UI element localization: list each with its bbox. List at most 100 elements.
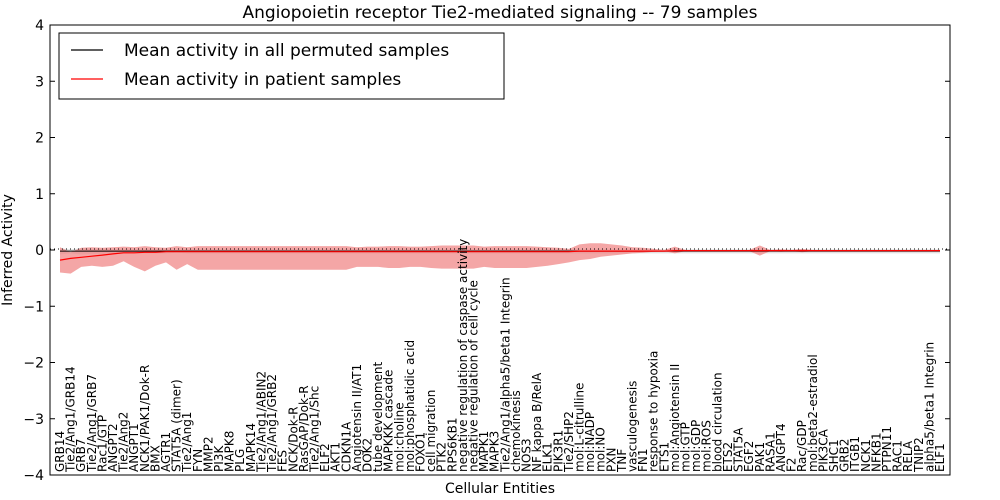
x-tick-label: mol:L-citrulline	[573, 383, 587, 472]
x-tick-label: PIK3R1	[551, 430, 565, 472]
x-tick-label: Tie2/Ang1/ABIN2	[254, 371, 268, 473]
x-tick-label: MAPKKK cascade	[382, 370, 396, 472]
x-tick-label: mol:NADP	[583, 412, 597, 472]
y-tick-label: −3	[23, 412, 44, 428]
x-tick-labels: GRB14Tie2/Ang1/GRB14GRB7Tie2/Ang1/GRB7Ra…	[53, 239, 947, 473]
x-tick-label: vasculogenesis	[626, 381, 640, 472]
x-tick-label: chemokinesis	[509, 390, 523, 472]
x-tick-label: ANGPT4	[774, 423, 788, 472]
y-tick-label: 0	[35, 243, 44, 259]
x-tick-label: Tie2/Ang2	[117, 412, 131, 473]
x-tick-label: mol:phosphatidic acid	[403, 340, 417, 472]
x-tick-label: response to hypoxia	[647, 351, 661, 472]
x-tick-label: PTPN11	[880, 426, 894, 472]
x-tick-label: Tie2/Ang1/alpha5/beta1 Integrin	[498, 277, 512, 473]
x-tick-label: mol:beta2-estradiol	[806, 354, 820, 472]
x-tick-label: RPS6KB1	[445, 417, 459, 472]
x-tick-label: mol:GDP	[689, 420, 703, 472]
x-tick-label: F2	[785, 457, 799, 472]
x-tick-label: Tie2/Ang1/Shc	[308, 386, 322, 473]
x-tick-label: AKT1	[329, 442, 343, 472]
x-tick-label: NCK1	[859, 439, 873, 472]
x-tick-label: ETS1	[657, 442, 671, 472]
x-tick-label: cell migration	[424, 390, 438, 472]
x-tick-label: EGF2	[742, 441, 756, 472]
x-tick-label: GRB14	[53, 431, 67, 472]
x-tick-label: mol:NO	[594, 427, 608, 472]
x-axis-label: Cellular Entities	[445, 481, 555, 497]
x-tick-label: MAPK1	[477, 431, 491, 472]
x-tick-label: ELK1	[541, 442, 555, 472]
x-tick-label: tube development	[371, 361, 385, 472]
x-tick-label: negative regulation of cell cycle	[467, 280, 481, 472]
y-tick-label: 3	[35, 74, 44, 90]
x-tick-label: Tie2/Ang1/GRB14	[64, 366, 78, 473]
x-tick-label: ELF1	[933, 443, 947, 472]
x-tick-label: ANGPT1	[127, 423, 141, 472]
x-tick-label: FYN	[191, 449, 205, 472]
bands-layer	[60, 243, 940, 274]
y-tick-label: −4	[23, 468, 44, 484]
x-tick-label: mol:Angiotensin II	[668, 364, 682, 472]
x-tick-label: Angiotensin II/AT1	[350, 364, 364, 472]
plot-frame	[49, 24, 951, 476]
y-tick-label: 1	[35, 187, 44, 203]
x-tick-label: DOK2	[361, 438, 375, 472]
x-tick-label: alpha5/beta1 Integrin	[922, 342, 936, 472]
legend-box	[58, 32, 505, 100]
x-tick-label: Tie2/Ang1/GRB2	[265, 374, 279, 473]
x-tick-label: RAC1	[891, 440, 905, 472]
x-tick-label: PAK1	[753, 442, 767, 472]
y-axis: −4 −3 −2 −1 0 1 2 3 4	[23, 18, 950, 484]
x-tick-label: mol:GTP	[679, 422, 693, 472]
x-tick-label: PTK2	[435, 442, 449, 472]
x-tick-label: NFKB1	[869, 432, 883, 472]
series-lines-layer	[59, 250, 940, 261]
x-tick-label: ITGB1	[848, 436, 862, 472]
x-tick-label: FN1	[636, 448, 650, 472]
x-tick-label: RELA	[901, 440, 915, 472]
x-tick-label: blood circulation	[710, 372, 724, 472]
y-tick-label: 2	[35, 131, 44, 147]
x-tick-label: TNF	[615, 449, 629, 473]
x-tick-label: NCK1/PAK1/Dok-R	[138, 365, 152, 472]
x-tick-label: PI3K	[212, 445, 226, 472]
x-tick-label: ANGPT2	[106, 423, 120, 472]
legend-label-patient: Mean activity in patient samples	[124, 70, 401, 90]
x-tick-label: NOS3	[520, 438, 534, 472]
x-tick-label: NF kappa B/RelA	[530, 372, 544, 472]
x-tick-label: RasGAP/Dok-R	[297, 385, 311, 472]
x-tick-label: PIK3CA	[816, 428, 830, 472]
y-tick-label: −1	[23, 299, 44, 315]
x-tick-label: Tie2/Ang1	[180, 412, 194, 473]
x-tick-label: STAT5A (dimer)	[170, 379, 184, 472]
x-tick-label: SHC1	[827, 439, 841, 472]
x-tick-label: NCK/Dok-R	[286, 407, 300, 472]
y-tick-label: −2	[23, 356, 44, 372]
x-tick-label: mol:choline	[392, 402, 406, 472]
x-tick-label: AGTR1	[159, 432, 173, 472]
x-tick-label: GRB7	[74, 438, 88, 472]
x-tick-label: MAPK8	[223, 431, 237, 472]
x-tick-label: PLG	[233, 449, 247, 472]
x-tick-label: MMP2	[201, 436, 215, 472]
x-tick-label: GRB2	[838, 439, 852, 473]
x-tick-label: ELF2	[318, 443, 332, 472]
x-tick-label: negative regulation of caspase activity	[456, 239, 470, 472]
x-tick-label: MAPK3	[488, 431, 502, 472]
x-tick-label: FOXO1	[414, 432, 428, 472]
x-tick-label: Rac1/GTP	[95, 415, 109, 472]
x-tick-label: PXN	[604, 448, 618, 472]
x-tick-label: Rac/GDP	[795, 420, 809, 472]
x-tick-label: Tie2/SHP2	[562, 411, 576, 473]
x-tick-label: ETS2	[721, 442, 735, 472]
legend: Mean activity in all permuted samples Me…	[58, 32, 505, 100]
x-tick-label: RASA1	[763, 432, 777, 472]
patient-band	[60, 243, 940, 274]
x-tick-label: FES	[276, 450, 290, 472]
x-tick-label: CDKN1A	[339, 421, 353, 472]
x-tick-label: MAPK14	[244, 423, 258, 472]
y-axis-label: Inferred Activity	[0, 194, 16, 306]
y-tick-label: 4	[35, 18, 44, 34]
